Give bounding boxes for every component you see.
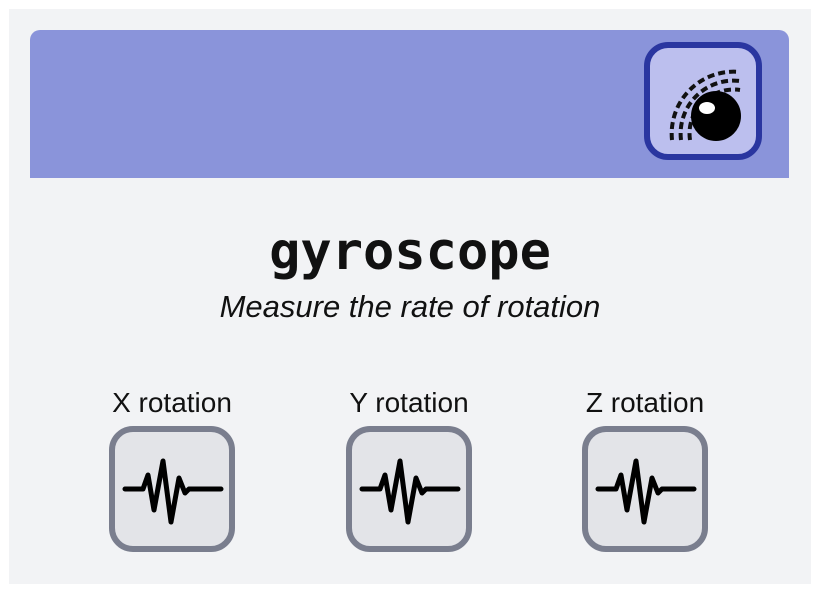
x-rotation-button[interactable] bbox=[109, 426, 235, 552]
page-title: gyroscope bbox=[269, 222, 551, 282]
waveform-icon bbox=[359, 458, 461, 525]
y-rotation-label: Y rotation bbox=[349, 387, 469, 418]
waveform-icon bbox=[122, 458, 224, 525]
waveform-icon bbox=[595, 458, 697, 525]
z-rotation-label: Z rotation bbox=[585, 387, 705, 418]
z-rotation-button[interactable] bbox=[582, 426, 708, 552]
x-rotation-label: X rotation bbox=[112, 387, 232, 418]
sensor-eye-icon bbox=[669, 69, 741, 141]
sensor-button[interactable] bbox=[644, 42, 762, 160]
page-subtitle: Measure the rate of rotation bbox=[219, 289, 601, 324]
y-rotation-button[interactable] bbox=[346, 426, 472, 552]
gyroscope-card: gyroscope Measure the rate of rotation X… bbox=[9, 9, 811, 584]
